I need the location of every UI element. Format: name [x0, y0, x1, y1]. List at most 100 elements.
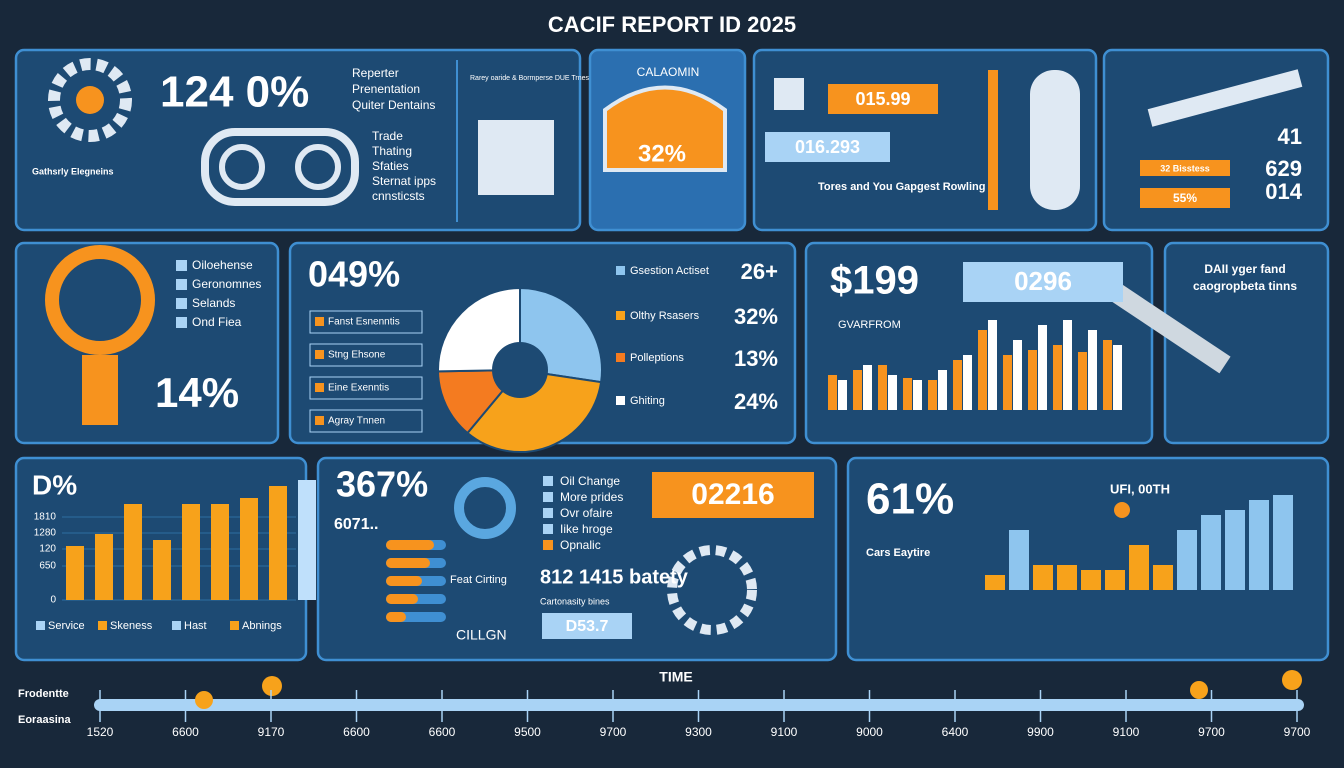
box	[309, 343, 423, 367]
bar	[1249, 500, 1269, 590]
label: UFI, 00TH	[1110, 481, 1170, 496]
swatch	[315, 317, 324, 326]
bar	[1081, 570, 1101, 590]
legend-swatch	[543, 476, 553, 486]
time-label: 9170	[258, 725, 285, 739]
time-label: 9700	[600, 725, 627, 739]
part-icon	[219, 144, 265, 190]
legend-swatch	[176, 279, 187, 290]
label: Cars Eaytire	[866, 547, 930, 559]
wrench-icon	[1030, 70, 1080, 210]
legend-entry: Service	[48, 620, 85, 632]
legend-entry: Iike hroge	[560, 522, 613, 536]
y-tick-label: 1810	[34, 512, 57, 523]
legend-entry: Ghiting	[630, 395, 665, 407]
time-label: 6600	[343, 725, 370, 739]
bar	[1063, 320, 1072, 410]
legend-entry: Polleptions	[630, 352, 684, 364]
bar	[853, 370, 862, 410]
value-label: 13%	[734, 346, 778, 371]
bar	[978, 330, 987, 410]
bar	[1038, 325, 1047, 410]
pie-slice	[437, 286, 521, 373]
bar	[66, 546, 84, 600]
stat: 61%	[866, 475, 954, 524]
time-label: 6400	[942, 725, 969, 739]
badge-text: 55%	[1173, 191, 1197, 205]
legend-entry: Ond Fiea	[192, 315, 242, 329]
badge-text: 015.99	[855, 89, 910, 109]
bar	[153, 540, 171, 600]
label: Rarey oaride & Bormperse DUE Trnes	[470, 75, 590, 82]
label: Feat Cirting	[450, 574, 507, 586]
bar	[95, 534, 113, 600]
bar	[240, 498, 258, 600]
stat: 124 0%	[160, 68, 309, 117]
bar	[386, 558, 430, 568]
badge-text: 0296	[1014, 266, 1072, 296]
marker	[1114, 502, 1130, 518]
legend-swatch	[616, 311, 625, 320]
bar	[1078, 352, 1087, 410]
car-icon	[603, 85, 727, 172]
bar	[1033, 565, 1053, 590]
tool-icon	[988, 70, 998, 210]
value-label: 24%	[734, 389, 778, 414]
box-label: Fanst Esnenntis	[328, 317, 400, 328]
bar	[1225, 510, 1245, 590]
bar	[269, 486, 287, 600]
label: Quiter Dentains	[352, 98, 435, 112]
box	[309, 376, 423, 400]
label: TIME	[659, 669, 692, 685]
value-label: 26+	[741, 259, 778, 284]
time-label: 9300	[685, 725, 712, 739]
part-icon	[201, 128, 359, 206]
panel	[14, 241, 280, 445]
label: Prenentation	[352, 82, 420, 96]
bar	[386, 612, 406, 622]
box-label: Stng Ehsone	[328, 350, 386, 361]
bar	[928, 380, 937, 410]
panel	[14, 48, 582, 232]
bar	[913, 380, 922, 410]
marker	[195, 691, 213, 709]
time-label: 9000	[856, 725, 883, 739]
badge-text: 02216	[691, 478, 774, 511]
bar	[386, 540, 434, 550]
bar	[863, 365, 872, 410]
bar	[903, 378, 912, 410]
bar	[1113, 345, 1122, 410]
legend-swatch	[176, 317, 187, 328]
label: 6071..	[334, 516, 378, 533]
stat: 32%	[638, 140, 686, 167]
label: Eoraasina	[18, 714, 71, 726]
legend-entry: More prides	[560, 490, 623, 504]
bar	[963, 355, 972, 410]
label: Trade	[372, 129, 403, 143]
stat: 14%	[155, 369, 239, 416]
badge	[828, 84, 938, 114]
label: CALAOMIN	[637, 65, 700, 79]
icons	[45, 58, 1303, 635]
bar	[1028, 350, 1037, 410]
value: 629	[1265, 156, 1302, 181]
bar	[1129, 545, 1149, 590]
label: 812 1415 batety	[540, 566, 689, 588]
gear-hub	[76, 86, 104, 114]
bar	[211, 504, 229, 600]
y-tick-label: 650	[39, 561, 56, 572]
y-tick-label: 120	[39, 544, 56, 555]
bar	[878, 365, 887, 410]
badge-text: D53.7	[566, 618, 609, 635]
wrench-icon	[1147, 69, 1303, 127]
pie-slice	[466, 368, 603, 453]
bar	[1053, 345, 1062, 410]
part-icon	[295, 144, 341, 190]
legend-entry: Oiloehense	[192, 258, 253, 272]
y-tick-label: 1280	[34, 528, 57, 539]
time-label: 9500	[514, 725, 541, 739]
legend-entry: Gsestion Actiset	[630, 265, 709, 277]
legend-swatch	[98, 621, 107, 630]
marker	[1190, 681, 1208, 699]
